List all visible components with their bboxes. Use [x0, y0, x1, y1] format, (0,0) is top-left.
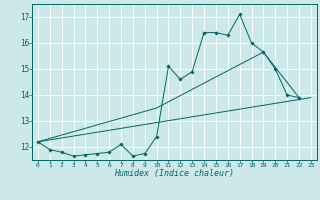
X-axis label: Humidex (Indice chaleur): Humidex (Indice chaleur) [115, 169, 234, 178]
